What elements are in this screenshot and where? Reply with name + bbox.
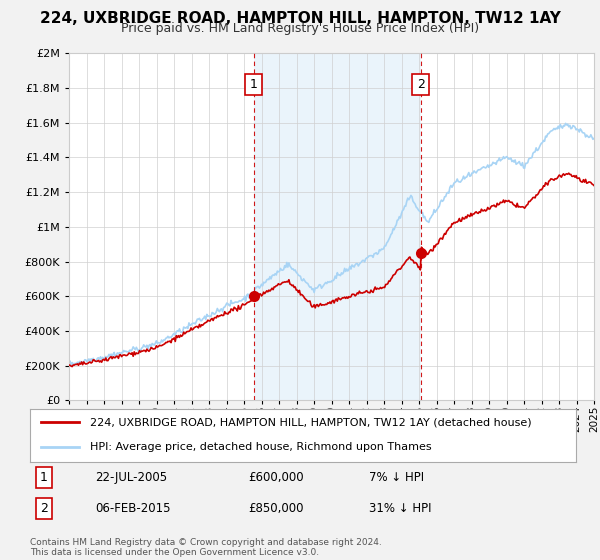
Text: 224, UXBRIDGE ROAD, HAMPTON HILL, HAMPTON, TW12 1AY: 224, UXBRIDGE ROAD, HAMPTON HILL, HAMPTO… [40,11,560,26]
Text: £850,000: £850,000 [248,502,304,515]
Text: 31% ↓ HPI: 31% ↓ HPI [368,502,431,515]
Text: Contains HM Land Registry data © Crown copyright and database right 2024.
This d: Contains HM Land Registry data © Crown c… [30,538,382,557]
Bar [254,53,421,400]
Text: HPI: Average price, detached house, Richmond upon Thames: HPI: Average price, detached house, Rich… [90,442,431,452]
Text: 7% ↓ HPI: 7% ↓ HPI [368,471,424,484]
Text: 06-FEB-2015: 06-FEB-2015 [95,502,171,515]
Text: 224, UXBRIDGE ROAD, HAMPTON HILL, HAMPTON, TW12 1AY (detached house): 224, UXBRIDGE ROAD, HAMPTON HILL, HAMPTO… [90,417,532,427]
Text: 1: 1 [40,471,47,484]
Text: 1: 1 [250,78,257,91]
Text: £600,000: £600,000 [248,471,304,484]
Text: Price paid vs. HM Land Registry's House Price Index (HPI): Price paid vs. HM Land Registry's House … [121,22,479,35]
Text: 2: 2 [416,78,425,91]
Text: 2: 2 [40,502,47,515]
Text: 22-JUL-2005: 22-JUL-2005 [95,471,167,484]
